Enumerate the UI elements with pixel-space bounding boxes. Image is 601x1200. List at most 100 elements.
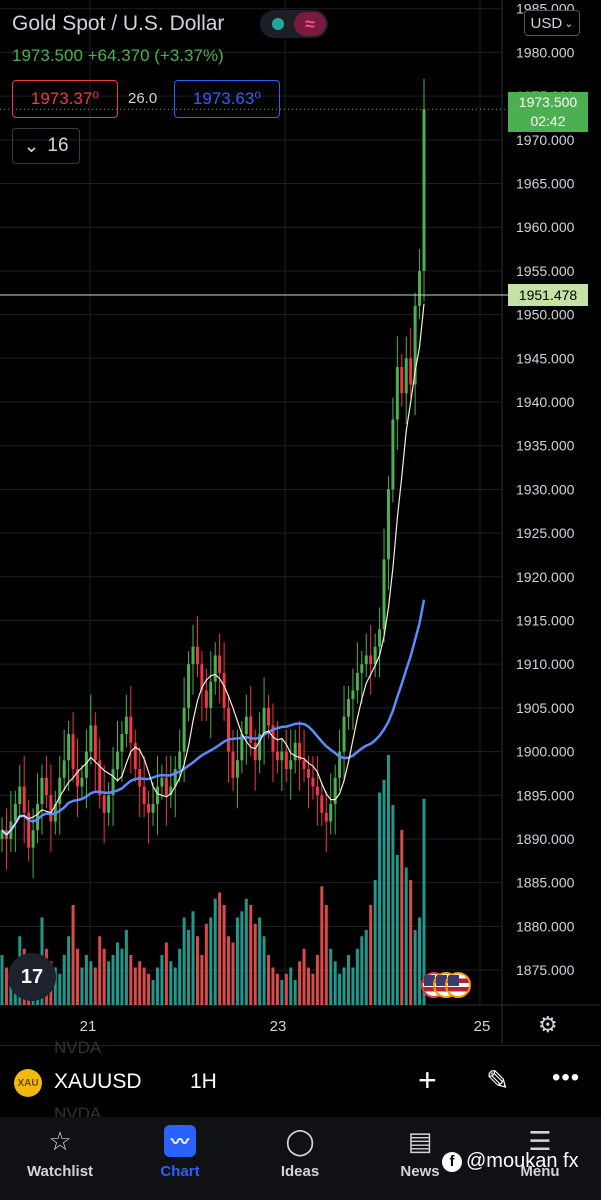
tradingview-logo-icon[interactable]: 17 — [8, 953, 56, 1001]
candle-body — [338, 751, 342, 778]
volume-bar — [209, 917, 213, 1005]
chevron-down-icon: ⌄ — [564, 17, 574, 30]
volume-bar — [267, 955, 271, 1005]
candle-body — [307, 769, 311, 778]
wave-icon: ≈ — [294, 12, 326, 36]
price-change-line: 1973.500 +64.370 (+3.37%) — [12, 46, 224, 65]
candle-body — [280, 751, 284, 761]
indicator-count: 16 — [47, 135, 69, 156]
volume-bar — [111, 955, 115, 1005]
currency-select[interactable]: USD ⌄ — [524, 10, 580, 36]
candle-body — [71, 734, 75, 770]
market-status-pill[interactable]: ≈ — [260, 10, 328, 38]
volume-bar — [280, 980, 284, 1005]
currency-label: USD — [530, 14, 563, 32]
facebook-icon: f — [442, 1151, 462, 1172]
candle-body — [275, 751, 279, 761]
candle-body — [240, 734, 244, 761]
volume-bar — [413, 930, 417, 1005]
candle-body — [218, 655, 222, 673]
candle-body — [151, 804, 155, 813]
candle-body — [395, 367, 399, 420]
candle-body — [346, 699, 350, 717]
chart-area[interactable]: 1985.0001980.0001975.0001970.0001965.000… — [0, 0, 601, 1045]
bar-countdown: 02:42 — [530, 113, 566, 129]
y-tick-label: 1960.000 — [516, 219, 575, 235]
volume-bar — [289, 967, 293, 1005]
candle-body — [84, 751, 88, 778]
tab-menu[interactable]: ☰ Menu — [480, 1117, 600, 1200]
watermark-text: @moukan fx — [466, 1150, 579, 1172]
buy-price-button[interactable]: 1973.63⁰ — [174, 80, 280, 118]
candle-body — [164, 777, 168, 796]
plus-icon[interactable]: + — [418, 1062, 437, 1098]
y-tick-label: 1900.000 — [516, 744, 575, 760]
candle-body — [169, 786, 173, 796]
candle-body — [173, 769, 177, 787]
volume-bar — [320, 886, 324, 1005]
candle-body — [182, 707, 186, 752]
gold-symbol-icon: XAU — [14, 1069, 42, 1097]
volume-bar — [169, 961, 173, 1005]
volume-bar — [129, 955, 133, 1005]
y-tick-label: 1910.000 — [516, 656, 575, 672]
volume-bar — [373, 880, 377, 1005]
interval-button[interactable]: 1H — [190, 1070, 217, 1093]
volume-bar — [404, 867, 408, 1005]
volume-bar — [222, 905, 226, 1005]
pencil-icon[interactable]: ✎ — [486, 1065, 510, 1096]
volume-bar — [98, 936, 102, 1005]
volume-bar — [142, 967, 146, 1005]
candle-body — [409, 358, 413, 385]
candle-body — [364, 655, 368, 665]
sell-price-button[interactable]: 1973.37⁰ — [12, 80, 118, 118]
tab-news[interactable]: ▤ News — [360, 1117, 480, 1200]
volume-bar — [302, 948, 306, 1005]
y-tick-label: 1945.000 — [516, 350, 575, 366]
us-flag-event-icon[interactable] — [445, 972, 471, 998]
candle-body — [111, 769, 115, 796]
spread-value: 26.0 — [128, 90, 158, 107]
candle-body — [386, 489, 390, 560]
candle-body — [315, 786, 319, 796]
volume-bar — [151, 980, 155, 1005]
candle-body — [333, 777, 337, 804]
volume-bar — [138, 961, 142, 1005]
symbol-search-button[interactable]: XAUUSD — [54, 1070, 142, 1093]
volume-bar — [258, 917, 262, 1005]
candle-body — [129, 716, 133, 743]
gear-icon[interactable]: ⚙ — [538, 1012, 558, 1037]
volume-bar — [0, 955, 4, 1005]
volume-bar — [107, 961, 111, 1005]
bottom-tab-bar: ☆ Watchlist 〰 Chart ◯ Ideas ▤ News ☰ Men… — [0, 1117, 601, 1200]
y-tick-label: 1955.000 — [516, 263, 575, 279]
candle-body — [289, 760, 293, 770]
volume-bar — [360, 936, 364, 1005]
candle-body — [342, 716, 346, 752]
candle-body — [311, 777, 315, 787]
indicators-toggle[interactable]: ⌄ 16 — [12, 128, 80, 164]
candle-body — [89, 725, 93, 752]
volume-bar — [342, 967, 346, 1005]
candle-body — [115, 751, 119, 770]
volume-bar — [120, 948, 124, 1005]
price-chart[interactable]: 1985.0001980.0001975.0001970.0001965.000… — [0, 0, 601, 1045]
volume-bar — [364, 930, 368, 1005]
candle-body — [329, 804, 333, 822]
volume-bar — [346, 955, 350, 1005]
candle-body — [373, 646, 377, 665]
tab-watchlist[interactable]: ☆ Watchlist — [0, 1117, 120, 1200]
tab-ideas[interactable]: ◯ Ideas — [240, 1117, 360, 1200]
y-tick-label: 1940.000 — [516, 394, 575, 410]
more-dots-icon[interactable]: ••• — [552, 1064, 581, 1091]
volume-bar — [67, 936, 71, 1005]
volume-bar — [89, 961, 93, 1005]
y-tick-label: 1930.000 — [516, 481, 575, 497]
tab-chart[interactable]: 〰 Chart — [120, 1117, 240, 1200]
y-tick-label: 1925.000 — [516, 525, 575, 541]
candle-body — [36, 804, 40, 831]
candle-body — [44, 777, 48, 796]
slow-moving-average-line — [1, 599, 426, 837]
candle-body — [231, 751, 235, 778]
candle-body — [418, 270, 422, 306]
